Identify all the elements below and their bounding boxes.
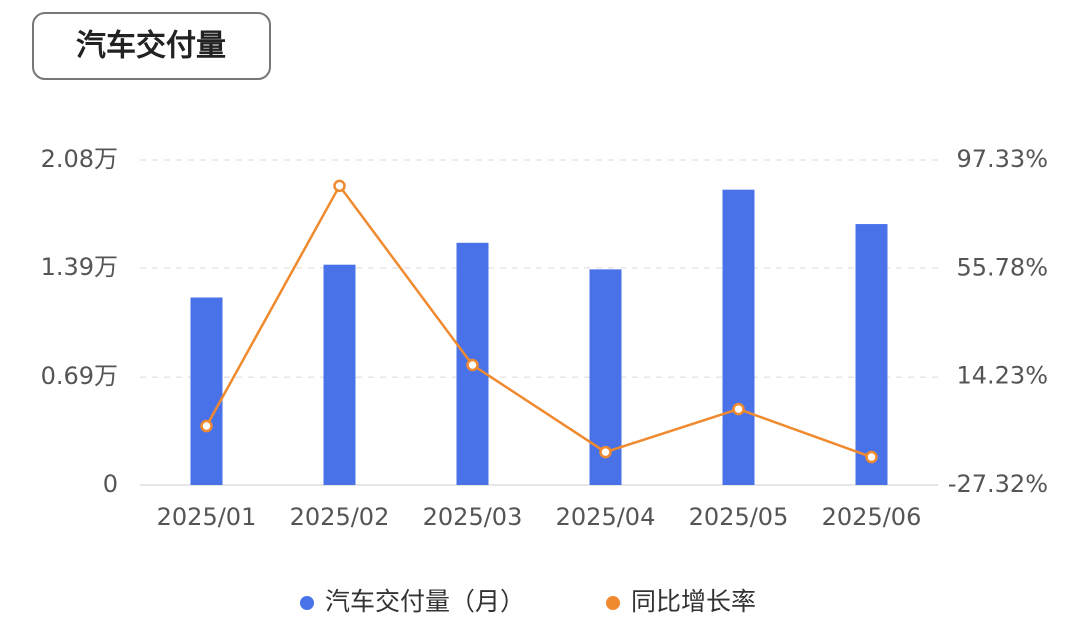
- x-tick-label: 2025/03: [423, 503, 523, 531]
- line-point: [599, 445, 612, 459]
- y-tick-label: 0.69万: [41, 362, 118, 390]
- bar: [722, 189, 755, 485]
- line-point: [466, 358, 479, 372]
- x-tick-label: 2025/05: [689, 503, 789, 531]
- x-tick-label: 2025/02: [290, 503, 390, 531]
- line-point: [865, 450, 878, 464]
- x-tick-label: 2025/01: [157, 503, 257, 531]
- title-box: [32, 12, 271, 80]
- y2-tick-label: 97.33%: [956, 145, 1048, 173]
- bar: [323, 264, 356, 485]
- x-tick-label: 2025/06: [822, 503, 922, 531]
- y2-tick-label: -27.32%: [948, 470, 1048, 498]
- legend-label: 同比增长率: [631, 587, 756, 616]
- y-tick-label: 0: [103, 470, 118, 498]
- bar: [855, 224, 888, 485]
- y2-tick-label: 14.23%: [956, 362, 1048, 390]
- line-point: [333, 179, 346, 193]
- line-point: [200, 419, 213, 433]
- line: [205, 183, 872, 459]
- y-tick-label: 2.08万: [41, 145, 118, 173]
- legend-label: 汽车交付量（月）: [325, 587, 525, 616]
- y-tick-label: 1.39万: [41, 253, 118, 281]
- y2-tick-label: 55.78%: [956, 253, 1048, 281]
- line-point: [732, 402, 745, 416]
- bar: [190, 297, 223, 485]
- chart-title: 汽车交付量: [76, 29, 226, 64]
- x-tick-label: 2025/04: [556, 503, 656, 531]
- legend-marker: [300, 596, 314, 610]
- legend-marker: [606, 596, 620, 610]
